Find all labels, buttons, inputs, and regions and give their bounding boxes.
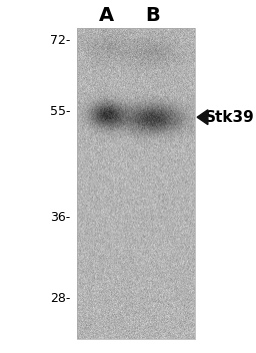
Text: B: B (145, 6, 160, 25)
Text: 72-: 72- (50, 34, 70, 47)
Text: A: A (99, 6, 114, 25)
Bar (77, 28, 195, 339)
Polygon shape (197, 110, 208, 125)
Text: 36-: 36- (50, 211, 70, 223)
Text: 55-: 55- (50, 105, 70, 118)
Text: Stk39: Stk39 (205, 110, 254, 125)
Text: 28-: 28- (50, 292, 70, 305)
